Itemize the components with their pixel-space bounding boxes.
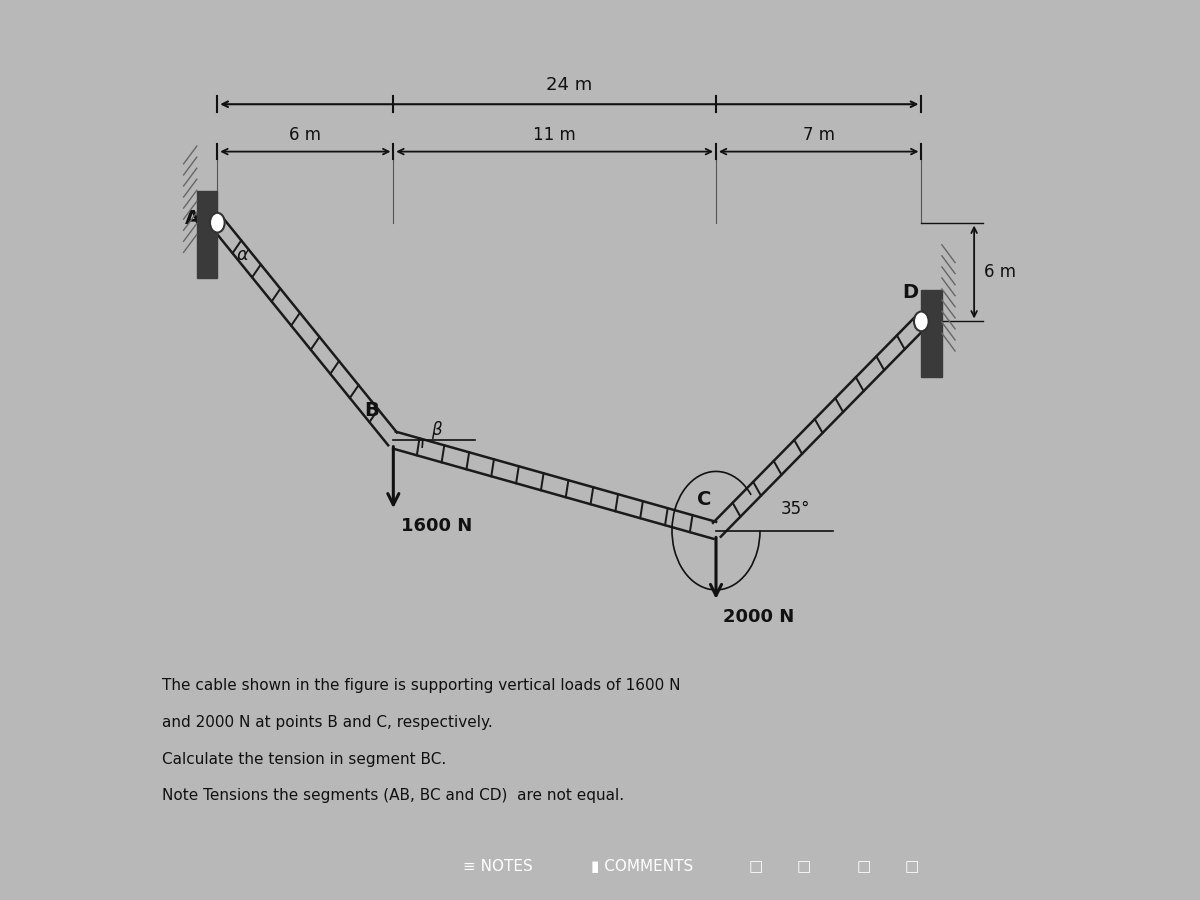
Text: Note Tensions the segments (AB, BC and CD)  are not equal.: Note Tensions the segments (AB, BC and C… bbox=[162, 788, 625, 804]
Text: and 2000 N at points B and C, respectively.: and 2000 N at points B and C, respective… bbox=[162, 715, 493, 730]
Text: Calculate the tension in segment BC.: Calculate the tension in segment BC. bbox=[162, 752, 446, 767]
Text: 35°: 35° bbox=[780, 500, 810, 518]
Text: □: □ bbox=[905, 859, 919, 874]
Circle shape bbox=[914, 311, 929, 331]
Text: A: A bbox=[185, 209, 199, 229]
Text: C: C bbox=[697, 490, 712, 508]
Text: B: B bbox=[364, 401, 379, 420]
Text: 1600 N: 1600 N bbox=[401, 517, 472, 535]
Bar bbox=[922, 290, 942, 377]
Text: The cable shown in the figure is supporting vertical loads of 1600 N: The cable shown in the figure is support… bbox=[162, 679, 680, 693]
Text: 24 m: 24 m bbox=[546, 76, 593, 94]
Text: 6 m: 6 m bbox=[289, 126, 322, 144]
Text: ≡ NOTES: ≡ NOTES bbox=[463, 859, 533, 874]
Text: □: □ bbox=[749, 859, 763, 874]
Text: 2000 N: 2000 N bbox=[724, 608, 794, 625]
Text: 6 m: 6 m bbox=[984, 263, 1016, 281]
Text: 7 m: 7 m bbox=[803, 126, 835, 144]
Text: □: □ bbox=[857, 859, 871, 874]
Text: ▮ COMMENTS: ▮ COMMENTS bbox=[590, 859, 694, 874]
Text: □: □ bbox=[797, 859, 811, 874]
Text: D: D bbox=[902, 283, 918, 302]
Text: β: β bbox=[432, 421, 442, 439]
Text: 11 m: 11 m bbox=[533, 126, 576, 144]
Circle shape bbox=[210, 212, 224, 232]
Bar bbox=[197, 191, 217, 278]
Text: α: α bbox=[236, 247, 248, 265]
